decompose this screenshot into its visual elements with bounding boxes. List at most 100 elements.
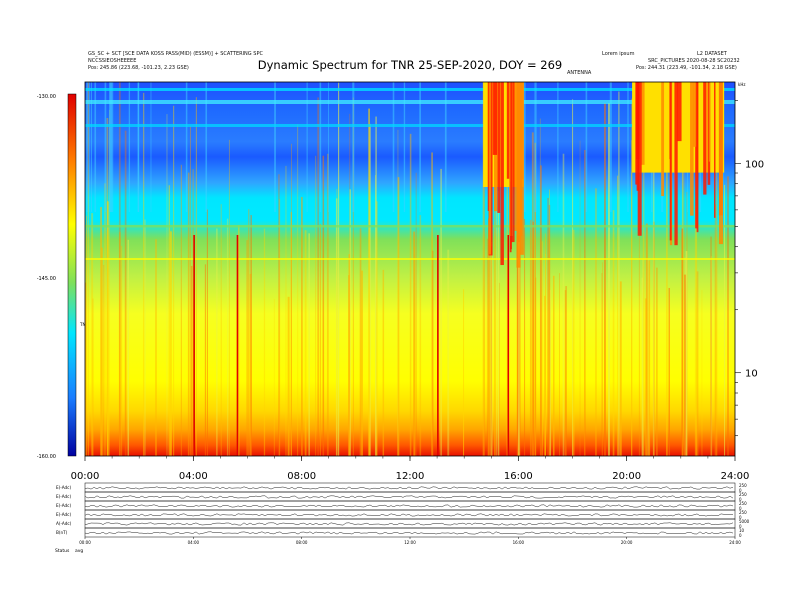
panel-label: E(-Adc)	[56, 485, 71, 490]
streak	[547, 197, 549, 456]
streak	[545, 253, 546, 456]
streak	[531, 132, 534, 456]
streak	[419, 215, 422, 456]
streak	[540, 165, 542, 456]
burst-regions	[483, 82, 725, 268]
emission-line	[507, 235, 510, 456]
streak	[85, 282, 87, 456]
burst-streak	[695, 82, 698, 229]
panel-tick-bottom: 0	[739, 497, 742, 502]
streak	[166, 114, 168, 456]
streak	[524, 218, 526, 456]
streak	[319, 223, 321, 456]
streak	[694, 205, 697, 456]
streak	[297, 124, 299, 456]
streak	[724, 184, 726, 456]
streak	[195, 97, 197, 456]
panel-label: A(-Adc)	[56, 521, 72, 526]
streak	[524, 82, 526, 212]
streak	[109, 82, 112, 212]
panel-frame	[84, 500, 736, 511]
header-left-line-2: NCCSSIEOSHEEEEE	[88, 58, 137, 64]
streak	[714, 204, 717, 456]
bottom-x-tick-label: 20:00	[621, 540, 633, 545]
bottom-x-tick-label: 08:00	[296, 540, 308, 545]
streak	[544, 295, 546, 456]
streak	[278, 174, 280, 456]
streak	[631, 98, 633, 456]
streak	[534, 142, 536, 456]
streak	[110, 82, 112, 212]
panel-tick-bottom: 0	[739, 506, 742, 511]
header-right-c: L2 DATASET	[697, 51, 727, 57]
panel-trace	[84, 513, 734, 517]
right-axis-unit: kHz	[738, 82, 745, 87]
streak	[612, 210, 615, 456]
streak	[516, 120, 519, 456]
streak	[483, 129, 486, 456]
streak	[92, 298, 94, 456]
streak	[647, 258, 649, 456]
burst-streak	[674, 82, 678, 246]
streak	[486, 238, 488, 456]
colorbar-tick-top: -130.00	[37, 94, 56, 100]
streak	[397, 177, 400, 456]
streak	[349, 189, 351, 456]
burst-streak	[693, 82, 697, 147]
streak	[103, 264, 105, 456]
panel-tick-top: 250	[739, 492, 747, 497]
streak	[338, 82, 340, 456]
streak	[562, 153, 565, 456]
right-frequency-axis: 100 10	[735, 100, 764, 437]
streak	[285, 165, 287, 456]
streak	[415, 172, 417, 456]
streak	[684, 274, 687, 456]
streak	[228, 139, 230, 456]
chart-title: Dynamic Spectrum for TNR 25-SEP-2020, DO…	[257, 58, 563, 72]
streak	[419, 82, 421, 212]
streak	[557, 82, 559, 212]
streak	[304, 230, 307, 456]
streak	[572, 229, 575, 456]
panel-frame	[84, 491, 736, 502]
streak	[601, 273, 603, 456]
streak	[185, 82, 188, 212]
streak	[710, 236, 712, 456]
burst-streak	[500, 82, 504, 266]
streak	[517, 242, 520, 456]
streak	[306, 82, 308, 212]
panel-tick-top: 250	[739, 501, 747, 506]
streak	[169, 231, 172, 456]
streak	[327, 82, 329, 212]
streak	[618, 91, 620, 456]
x-tick-label: 20:00	[612, 471, 641, 482]
streak	[87, 82, 89, 456]
panel-tick-top: 250	[739, 483, 747, 488]
streak	[631, 140, 633, 456]
burst-streak	[514, 82, 519, 231]
panel-tick-bottom: 0	[739, 515, 742, 520]
streak	[246, 240, 249, 456]
horizontal-band	[85, 258, 735, 260]
panel-tick-top: 250	[739, 510, 747, 515]
streak	[248, 209, 250, 456]
streak	[627, 82, 629, 212]
colorbar-tick-bottom: -160.00	[37, 454, 56, 460]
streak	[187, 172, 190, 456]
streak	[375, 116, 377, 456]
streak	[696, 271, 699, 456]
streak	[584, 150, 586, 456]
horizontal-band	[85, 225, 735, 228]
streak	[376, 201, 378, 456]
streak	[716, 113, 718, 456]
streak	[506, 168, 509, 456]
streak	[638, 198, 640, 456]
streak	[127, 239, 130, 456]
streak	[382, 269, 385, 456]
streak	[529, 219, 532, 456]
panel-tick-bottom: 0	[739, 524, 742, 529]
streak	[727, 176, 729, 456]
streak	[273, 298, 275, 456]
